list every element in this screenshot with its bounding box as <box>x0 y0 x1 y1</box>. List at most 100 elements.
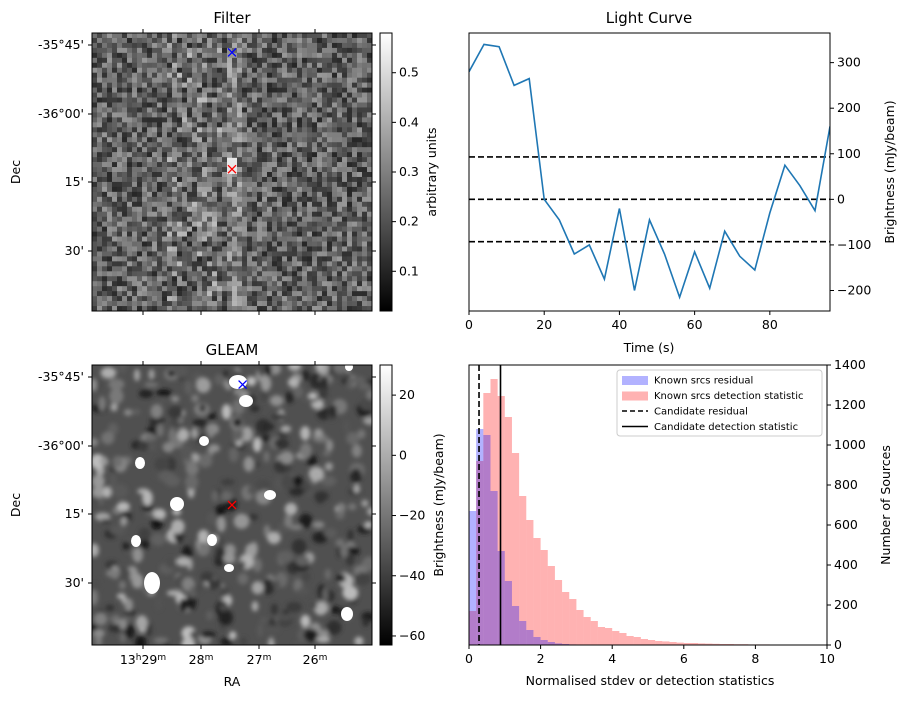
filter-pixel <box>272 43 277 48</box>
filter-pixel <box>207 296 212 301</box>
filter-pixel <box>322 271 327 276</box>
gleam-blob <box>196 378 211 393</box>
dec-tick-label: -36°00' <box>38 438 84 453</box>
filter-pixel <box>212 296 217 301</box>
histogram-ytick-label: 0 <box>834 637 842 652</box>
filter-pixel <box>362 58 367 63</box>
filter-pixel <box>317 227 322 232</box>
filter-pixel <box>222 246 227 251</box>
histogram-bar <box>469 511 476 645</box>
filter-pixel <box>92 137 97 142</box>
gleam-blob <box>355 572 371 585</box>
filter-pixel <box>182 232 187 237</box>
filter-pixel <box>282 43 287 48</box>
filter-pixel <box>337 212 342 217</box>
filter-pixel <box>212 172 217 177</box>
filter-pixel <box>197 237 202 242</box>
filter-pixel <box>207 33 212 38</box>
filter-pixel <box>332 73 337 78</box>
filter-pixel <box>187 88 192 93</box>
filter-pixel <box>342 98 347 103</box>
filter-pixel <box>142 68 147 73</box>
gleam-blob <box>212 490 219 502</box>
filter-pixel <box>227 68 232 73</box>
filter-pixel <box>112 93 117 98</box>
filter-pixel <box>247 127 252 132</box>
filter-pixel <box>232 137 237 142</box>
filter-pixel <box>327 103 332 108</box>
filter-pixel <box>257 286 262 291</box>
filter-pixel <box>172 192 177 197</box>
filter-pixel <box>322 137 327 142</box>
filter-pixel <box>247 142 252 147</box>
filter-pixel <box>267 132 272 137</box>
filter-pixel <box>197 132 202 137</box>
filter-pixel <box>267 296 272 301</box>
filter-pixel <box>187 147 192 152</box>
gleam-blob <box>168 370 175 377</box>
filter-pixel <box>222 58 227 63</box>
gleam-blob <box>270 395 284 406</box>
filter-pixel <box>307 232 312 237</box>
filter-pixel <box>222 142 227 147</box>
filter-pixel <box>177 251 182 256</box>
filter-pixel <box>92 182 97 187</box>
filter-pixel <box>182 112 187 117</box>
filter-pixel <box>212 112 217 117</box>
filter-pixel <box>102 107 107 112</box>
filter-pixel <box>242 187 247 192</box>
filter-pixel <box>302 246 307 251</box>
filter-pixel <box>152 93 157 98</box>
filter-pixel <box>327 38 332 43</box>
filter-pixel <box>142 157 147 162</box>
filter-pixel <box>177 117 182 122</box>
filter-pixel <box>337 63 342 68</box>
filter-pixel <box>282 237 287 242</box>
gleam-blob <box>218 610 233 625</box>
filter-pixel <box>257 187 262 192</box>
filter-pixel <box>362 152 367 157</box>
filter-pixel <box>327 112 332 117</box>
filter-pixel <box>112 157 117 162</box>
gleam-blob <box>272 580 280 586</box>
filter-pixel <box>332 217 337 222</box>
filter-pixel <box>357 192 362 197</box>
filter-pixel <box>162 112 167 117</box>
filter-pixel <box>307 237 312 242</box>
filter-pixel <box>357 142 362 147</box>
filter-pixel <box>267 83 272 88</box>
filter-pixel <box>102 271 107 276</box>
filter-pixel <box>232 182 237 187</box>
filter-pixel <box>347 222 352 227</box>
filter-pixel <box>362 117 367 122</box>
filter-pixel <box>202 152 207 157</box>
filter-pixel <box>232 301 237 306</box>
filter-pixel <box>202 222 207 227</box>
filter-pixel <box>242 157 247 162</box>
filter-pixel <box>142 122 147 127</box>
filter-pixel <box>192 192 197 197</box>
gleam-blob <box>286 602 302 612</box>
filter-pixel <box>342 251 347 256</box>
filter-pixel <box>157 172 162 177</box>
filter-pixel <box>327 142 332 147</box>
filter-pixel <box>172 93 177 98</box>
filter-pixel <box>167 187 172 192</box>
filter-pixel <box>117 107 122 112</box>
filter-pixel <box>252 73 257 78</box>
filter-pixel <box>92 281 97 286</box>
filter-pixel <box>312 266 317 271</box>
filter-pixel <box>362 162 367 167</box>
filter-pixel <box>307 246 312 251</box>
filter-pixel <box>257 142 262 147</box>
filter-pixel <box>172 142 177 147</box>
filter-pixel <box>132 38 137 43</box>
filter-pixel <box>167 301 172 306</box>
filter-pixel <box>152 296 157 301</box>
filter-pixel <box>147 132 152 137</box>
filter-pixel <box>337 112 342 117</box>
filter-pixel <box>207 301 212 306</box>
filter-pixel <box>277 112 282 117</box>
filter-pixel <box>142 212 147 217</box>
dec-tick-label: -35°45' <box>38 369 84 384</box>
